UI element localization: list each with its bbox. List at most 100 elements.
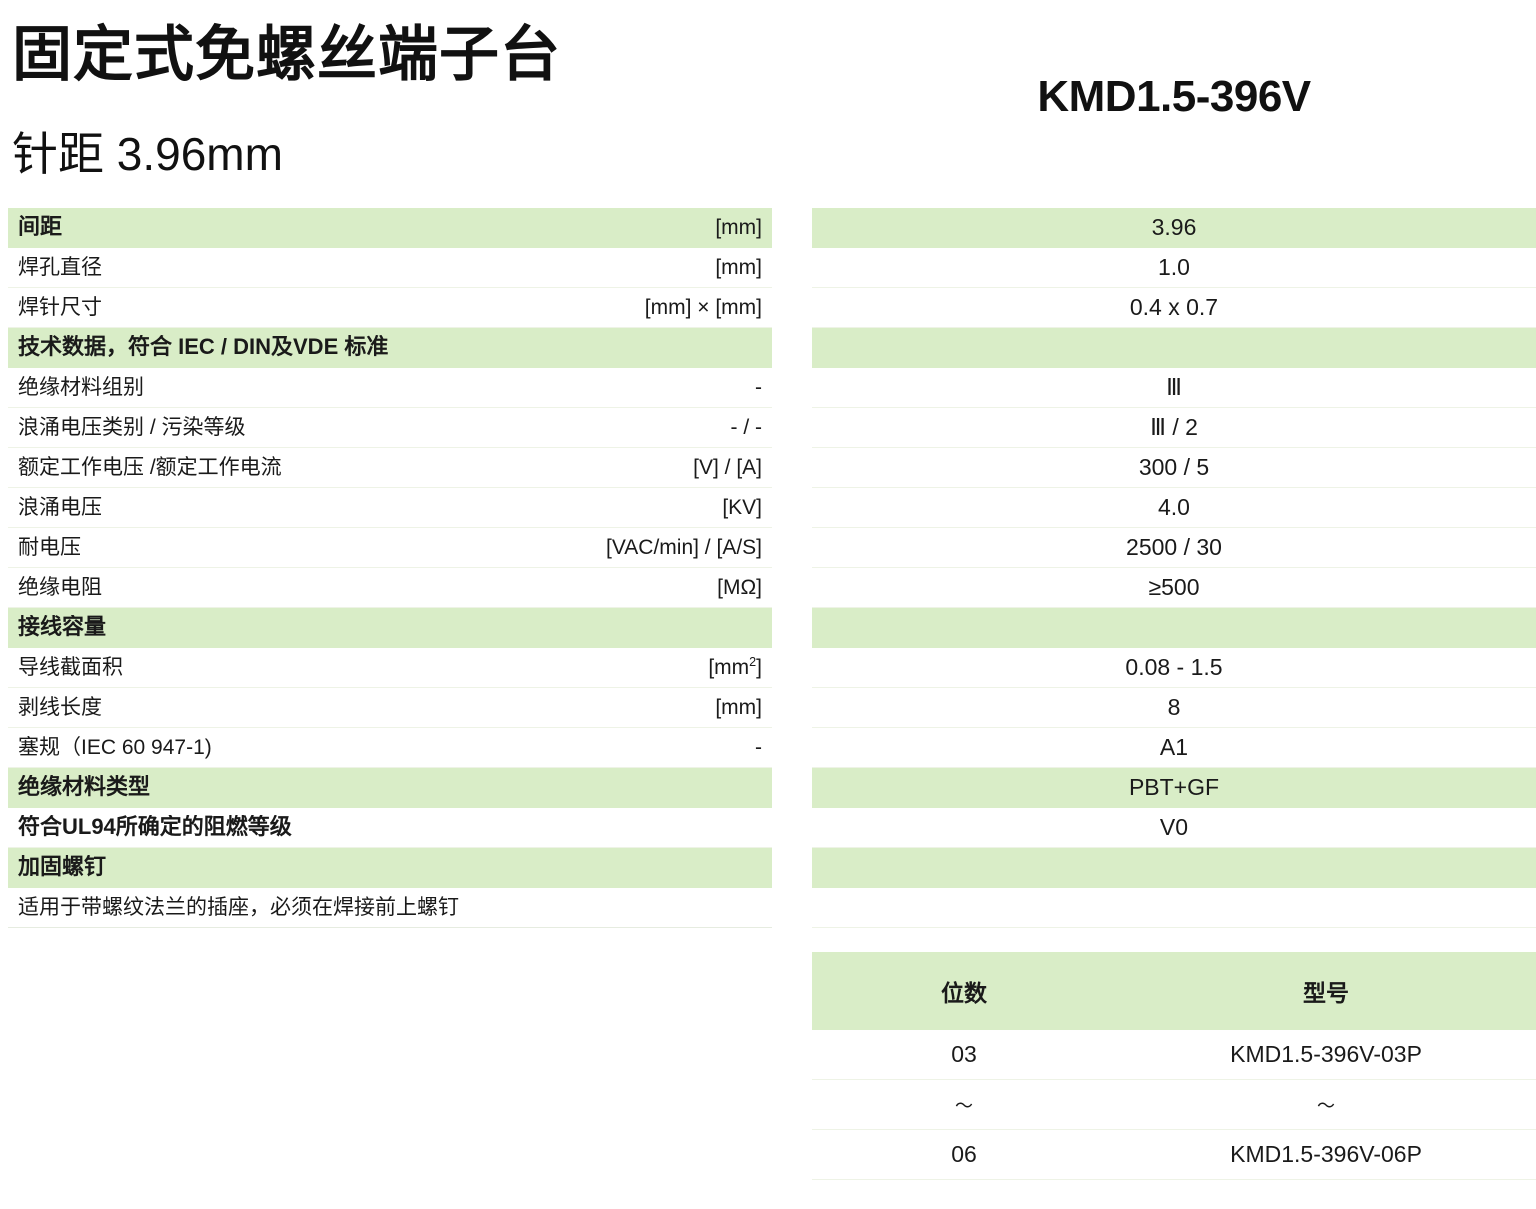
spec-label-row: 绝缘材料组别 - — [8, 368, 772, 408]
spec-label-row: 耐电压 [VAC/min] / [A/S] — [8, 528, 772, 568]
spec-value: PBT+GF — [1128, 774, 1220, 800]
spec-value: ≥500 — [1148, 574, 1200, 600]
specification-value-table: 3.96 1.0 0.4 x 0.7 Ⅲ Ⅲ / 2 300 / 5 4.0 2500 / 3… — [812, 208, 1536, 928]
spec-label-row: 浪涌电压类别 / 污染等级 - / - — [8, 408, 772, 448]
page-subtitle: 针距 3.96mm — [12, 128, 283, 180]
model-table-header-model: 型号 — [1303, 980, 1350, 1006]
spec-label: 剥线长度 — [18, 695, 102, 719]
model-number-cell: ～ — [1317, 1095, 1336, 1116]
model-positions-cell: ～ — [955, 1095, 974, 1116]
spec-value-row: Ⅲ — [812, 368, 1536, 408]
spec-label-row: 适用于带螺纹法兰的插座，必须在焊接前上螺钉 — [8, 888, 772, 928]
spec-value-row: 2500 / 30 — [812, 528, 1536, 568]
spec-value-section-row — [812, 328, 1536, 368]
spec-label: 接线容量 — [18, 615, 107, 640]
spec-value-row: 0.08 - 1.5 — [812, 648, 1536, 688]
spec-section-header-row: 加固螺钉 — [8, 848, 772, 888]
table-row: 03 KMD1.5-396V-03P — [812, 1030, 1536, 1080]
spec-section-header-row: 技术数据，符合 IEC / DIN及VDE 标准 — [8, 328, 772, 368]
spec-unit: [MΩ] — [717, 575, 762, 599]
spec-value-row: Ⅲ / 2 — [812, 408, 1536, 448]
spec-value: 4.0 — [1158, 494, 1190, 520]
spec-value-row — [812, 888, 1536, 928]
spec-label: 导线截面积 — [18, 655, 123, 679]
spec-value-section-row — [812, 848, 1536, 888]
table-row: ～～ — [812, 1080, 1536, 1130]
spec-unit: - / - — [730, 415, 763, 439]
spec-label: 浪涌电压类别 / 污染等级 — [18, 415, 246, 439]
spec-section-header-row: 接线容量 — [8, 608, 772, 648]
spec-unit: [mm2] — [708, 655, 762, 679]
spec-value: 0.4 x 0.7 — [1129, 294, 1219, 320]
spec-value: 2500 / 30 — [1126, 534, 1222, 560]
spec-unit: [mm] — [715, 255, 762, 279]
model-number-cell: KMD1.5-396V-03P — [1230, 1041, 1422, 1067]
spec-label-row: 符合UL94所确定的阻燃等级 — [8, 808, 772, 848]
spec-label: 耐电压 — [18, 535, 81, 559]
spec-value-row: ≥500 — [812, 568, 1536, 608]
spec-unit: - — [755, 735, 762, 759]
spec-label: 塞规（IEC 60 947-1) — [18, 735, 212, 759]
spec-value: 3.96 — [1151, 214, 1197, 240]
spec-label: 绝缘材料类型 — [18, 775, 151, 800]
model-table-header-positions: 位数 — [941, 980, 988, 1006]
spec-label: 绝缘电阻 — [18, 575, 102, 599]
spec-label-row: 额定工作电压 /额定工作电流 [V] / [A] — [8, 448, 772, 488]
spec-label: 间距 — [18, 215, 63, 240]
spec-unit: - — [755, 375, 762, 399]
model-name-heading: KMD1.5-396V — [1037, 72, 1311, 121]
page-title: 固定式免螺丝端子台 — [12, 21, 561, 88]
spec-unit: [V] / [A] — [693, 455, 762, 479]
spec-section-header-row: 绝缘材料类型 — [8, 768, 772, 808]
table-row: 06 KMD1.5-396V-06P — [812, 1130, 1536, 1180]
page-header: 固定式免螺丝端子台 针距 3.96mm KMD1.5-396V — [0, 0, 1536, 195]
spec-value-row: 1.0 — [812, 248, 1536, 288]
model-ordering-table: 位数 型号 03 KMD1.5-396V-03P ～～ 06 KMD1.5-396V-06P — [812, 952, 1536, 1209]
model-number-cell: KMD1.5-396V-06P — [1230, 1141, 1422, 1167]
model-table-header-row: 位数 型号 — [812, 952, 1536, 1030]
spec-value: 8 — [1167, 694, 1181, 720]
spec-label-row: 浪涌电压 [KV] — [8, 488, 772, 528]
spec-label: 浪涌电压 — [18, 495, 102, 519]
spec-label-row: 绝缘电阻 [MΩ] — [8, 568, 772, 608]
spec-unit: [KV] — [722, 495, 762, 519]
model-positions-cell: 03 — [951, 1041, 977, 1067]
spec-value: 1.0 — [1158, 254, 1190, 280]
spec-label: 焊孔直径 — [18, 255, 102, 279]
spec-label: 符合UL94所确定的阻燃等级 — [18, 815, 292, 840]
spec-label: 加固螺钉 — [18, 855, 107, 880]
spec-label-row: 导线截面积 [mm2] — [8, 648, 772, 688]
model-positions-cell: 06 — [951, 1141, 977, 1167]
spec-label: 绝缘材料组别 — [18, 375, 144, 399]
spec-label-row: 焊孔直径 [mm] — [8, 248, 772, 288]
spec-value: V0 — [1159, 814, 1189, 840]
spec-label: 额定工作电压 /额定工作电流 — [18, 455, 282, 479]
spec-value: Ⅲ / 2 — [1150, 414, 1198, 440]
spec-value-section-row: 3.96 — [812, 208, 1536, 248]
spec-unit: [mm] × [mm] — [644, 295, 762, 319]
spec-unit: [VAC/min] / [A/S] — [606, 535, 762, 559]
model-table-trailing-row — [812, 1180, 1536, 1209]
spec-value: Ⅲ — [1166, 374, 1182, 400]
spec-value-row: 0.4 x 0.7 — [812, 288, 1536, 328]
spec-value: 300 / 5 — [1138, 454, 1210, 480]
spec-section-header-row: 间距 [mm] — [8, 208, 772, 248]
spec-label-row: 塞规（IEC 60 947-1) - — [8, 728, 772, 768]
spec-value-row: A1 — [812, 728, 1536, 768]
spec-unit: [mm] — [715, 215, 762, 239]
spec-label: 技术数据，符合 IEC / DIN及VDE 标准 — [18, 335, 389, 360]
spec-label-row: 焊针尺寸 [mm] × [mm] — [8, 288, 772, 328]
spec-label: 焊针尺寸 — [18, 295, 102, 319]
spec-unit: [mm] — [715, 695, 762, 719]
spec-value-row: 300 / 5 — [812, 448, 1536, 488]
spec-value-row: 4.0 — [812, 488, 1536, 528]
spec-value-section-row: PBT+GF — [812, 768, 1536, 808]
spec-label-row: 剥线长度 [mm] — [8, 688, 772, 728]
spec-value: 0.08 - 1.5 — [1125, 654, 1223, 680]
spec-value-row: 8 — [812, 688, 1536, 728]
spec-value-section-row — [812, 608, 1536, 648]
spec-label: 适用于带螺纹法兰的插座，必须在焊接前上螺钉 — [18, 895, 459, 919]
spec-value: A1 — [1159, 734, 1189, 760]
spec-value-row: V0 — [812, 808, 1536, 848]
